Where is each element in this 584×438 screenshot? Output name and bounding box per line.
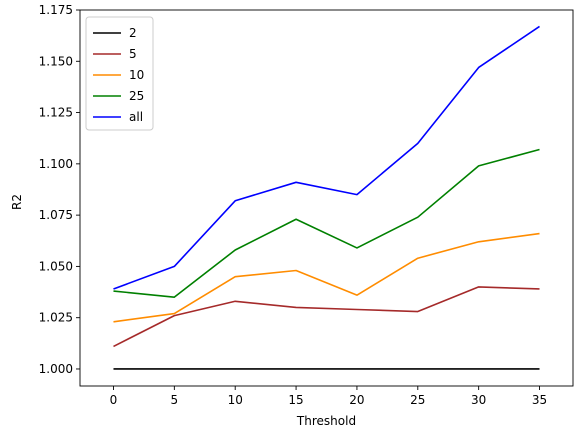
legend-box bbox=[85, 16, 154, 131]
series-line-25 bbox=[113, 148, 540, 298]
series-line-all bbox=[113, 25, 540, 290]
y-tick-label: 1.075 bbox=[39, 208, 73, 222]
y-tick-label: 1.125 bbox=[39, 106, 73, 120]
axes: 0 5 10 15 20 25 30 351.0001.0251.0501.0751.1001… bbox=[39, 3, 574, 407]
x-tick-label: 10 bbox=[228, 393, 243, 407]
plot-lines bbox=[113, 25, 540, 370]
x-tick-label: 15 bbox=[288, 393, 303, 407]
x-axis-label: Threshold bbox=[296, 414, 356, 428]
x-tick-label: 0 bbox=[110, 393, 118, 407]
legend-label: 25 bbox=[129, 89, 144, 103]
x-tick-label: 30 bbox=[471, 393, 486, 407]
x-tick-label: 25 bbox=[410, 393, 425, 407]
y-tick-label: 1.000 bbox=[39, 362, 73, 376]
legend-label: 10 bbox=[129, 68, 144, 82]
series-line-5 bbox=[113, 286, 540, 348]
y-tick-label: 1.150 bbox=[39, 54, 73, 68]
legend-label: all bbox=[129, 110, 143, 124]
legend-label: 2 bbox=[129, 26, 137, 40]
plot-frame bbox=[79, 9, 574, 387]
legend-label: 5 bbox=[129, 47, 137, 61]
y-tick-label: 1.175 bbox=[39, 3, 73, 17]
x-tick-label: 5 bbox=[171, 393, 179, 407]
y-axis-label: R2 bbox=[10, 194, 24, 210]
series-line-10 bbox=[113, 232, 540, 323]
x-tick-label: 20 bbox=[349, 393, 364, 407]
y-tick-label: 1.100 bbox=[39, 157, 73, 171]
x-tick-label: 35 bbox=[532, 393, 547, 407]
y-tick-label: 1.050 bbox=[39, 259, 73, 273]
y-tick-label: 1.025 bbox=[39, 311, 73, 325]
